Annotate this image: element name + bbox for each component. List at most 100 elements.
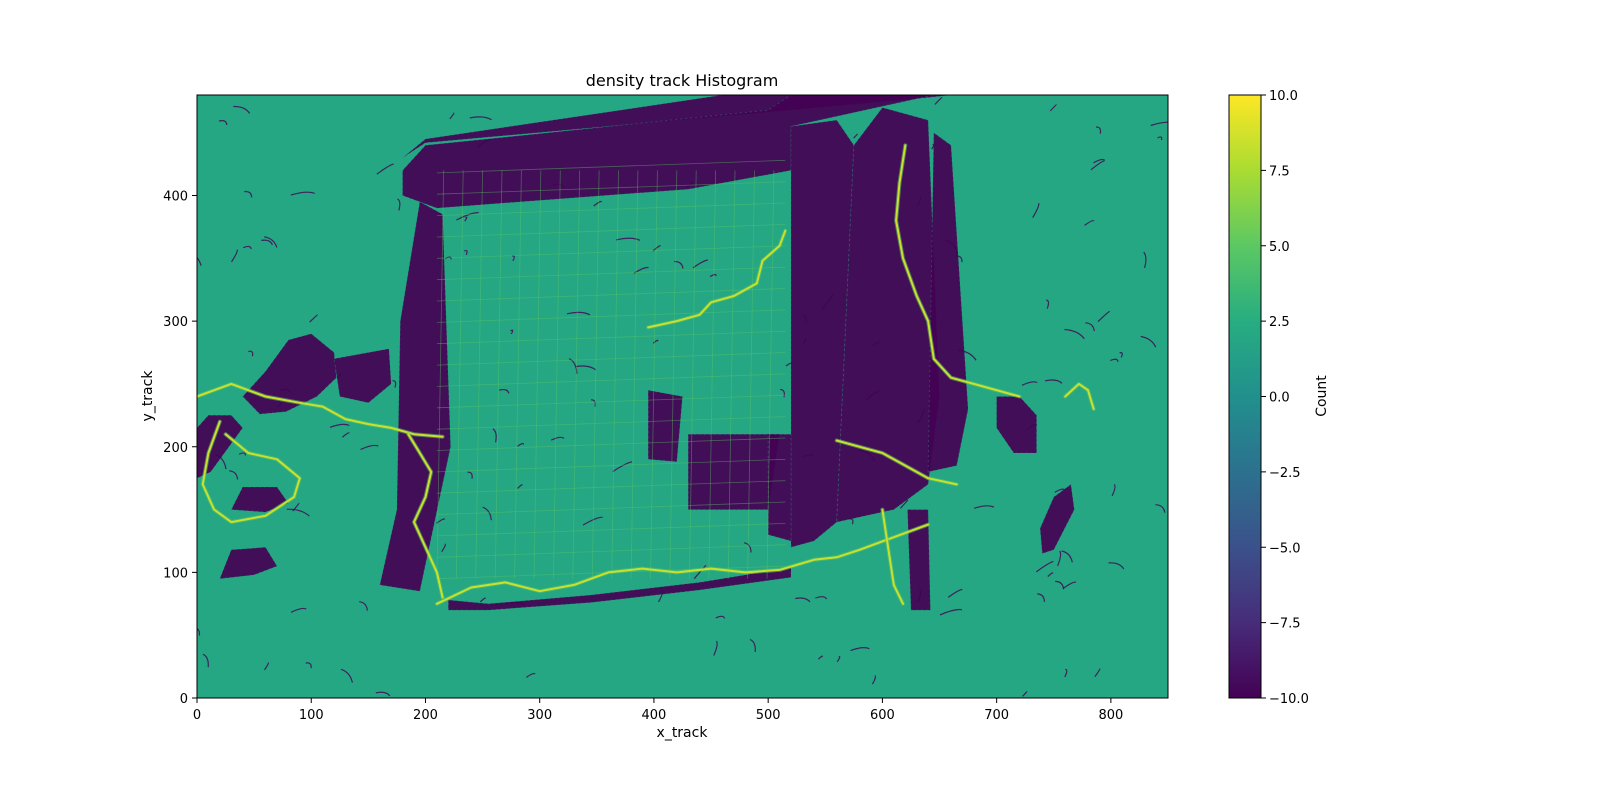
- low-region-edge-bottom-edge: [447, 566, 792, 611]
- high-path-far-right-path: [1064, 382, 1095, 411]
- contour-squiggle: [202, 653, 209, 668]
- low-region-left-small-blob: [231, 487, 289, 513]
- x-axis-ticks: 0 100 200 300 400 500 600 700 800: [193, 698, 1123, 723]
- low-region-edge-left-edge-blob: [197, 414, 244, 479]
- contour-squiggle: [1054, 488, 1066, 493]
- contour-squiggle: [836, 656, 841, 663]
- colorbar-tick-label: 0.0: [1269, 391, 1290, 406]
- contour-squiggle: [292, 502, 300, 512]
- grid-texture-line: [650, 170, 658, 579]
- x-tick-label: 500: [756, 708, 781, 723]
- grid-texture-line: [436, 416, 786, 430]
- contour-squiggle: [1037, 593, 1045, 602]
- high-density-paths: [197, 143, 1096, 606]
- low-density-regions: [197, 95, 1168, 697]
- contour-squiggle: [360, 444, 379, 451]
- contour-squiggle: [917, 588, 922, 603]
- contour-squiggle: [376, 163, 394, 175]
- low-region-edge-left-blob-2: [333, 348, 392, 404]
- contour-squiggle: [1095, 126, 1102, 134]
- contour-squiggle: [850, 647, 870, 652]
- contour-squiggle: [1032, 203, 1040, 219]
- contour-squiggle: [1140, 335, 1157, 348]
- contour-squiggle: [582, 516, 603, 526]
- x-tick-label: 0: [193, 708, 201, 723]
- contour-squiggle: [652, 339, 659, 344]
- colorbar: −10.0 −7.5 −5.0 −2.5 0.0 2.5 5.0 7.5 10.0 Count: [1228, 89, 1330, 707]
- grid-texture-line: [708, 170, 716, 579]
- contour-squiggle: [633, 266, 649, 274]
- contour-squiggle: [441, 543, 446, 553]
- contour-squiggle: [802, 337, 807, 345]
- contour-squiggle: [375, 691, 391, 697]
- contour-squiggle: [464, 216, 468, 222]
- contour-squiggle: [1061, 550, 1073, 563]
- contour-squiggle: [436, 518, 446, 524]
- colorbar-tick-label: −10.0: [1269, 692, 1309, 707]
- contour-squiggle: [713, 640, 718, 656]
- contour-squiggle: [1027, 423, 1038, 430]
- high-path-right-bottom: [881, 508, 904, 605]
- grid-texture-line: [436, 159, 786, 174]
- x-tick-label: 700: [984, 708, 1009, 723]
- low-region-mid-block-2: [688, 434, 780, 510]
- contour-squiggle: [957, 349, 977, 361]
- contour-squiggle: [197, 256, 202, 266]
- contour-squiggle: [340, 668, 353, 683]
- low-region-edge-bottom-left-blob: [219, 546, 278, 580]
- contour-squiggle: [871, 675, 877, 685]
- contour-squiggle: [1062, 581, 1077, 589]
- contour-squiggle: [1035, 560, 1054, 573]
- contour-squiggle: [290, 607, 307, 613]
- low-region-mid-block-3: [768, 434, 791, 541]
- grid-texture-line: [436, 437, 786, 451]
- plot-frame: [196, 94, 1169, 699]
- contour-squiggle: [238, 452, 247, 456]
- contour-squiggle: [715, 615, 726, 619]
- colorbar-label: Count: [1314, 375, 1330, 417]
- high-path-left-loop: [201, 420, 301, 524]
- grid-texture-line: [514, 170, 522, 579]
- low-region-left-wall: [379, 201, 451, 592]
- grid-texture-line: [591, 170, 600, 579]
- contour-squiggle: [1157, 136, 1163, 141]
- low-region-edge-left-blob-1: [242, 333, 337, 415]
- low-region-mid-block-1: [648, 390, 683, 462]
- contour-squiggle: [469, 116, 492, 121]
- contour-squiggle: [517, 442, 525, 447]
- x-tick-label: 800: [1098, 708, 1123, 723]
- contour-squiggle: [899, 499, 909, 509]
- contour-squiggle: [482, 506, 492, 521]
- chart-title: density track Histogram: [586, 71, 779, 90]
- contour-squiggle: [1084, 220, 1095, 226]
- contour-squiggle: [359, 601, 368, 611]
- grid-texture-line: [689, 170, 697, 579]
- contour-squiggle: [815, 596, 828, 600]
- contour-squiggle: [939, 608, 963, 616]
- x-tick-label: 600: [870, 708, 895, 723]
- low-region-right-blob-2: [1040, 484, 1075, 554]
- grid-texture-line: [494, 170, 503, 579]
- contour-squiggle: [229, 470, 239, 480]
- y-tick-label: 400: [163, 190, 188, 205]
- contour-squiggle: [743, 542, 752, 553]
- contour-squiggle: [290, 191, 315, 196]
- contour-squiggle: [553, 183, 565, 189]
- grid-texture-line: [436, 523, 786, 537]
- y-axis-label: y_track: [140, 370, 156, 422]
- contour-squiggle: [1094, 668, 1101, 677]
- colorbar-tick-label: −2.5: [1269, 466, 1301, 481]
- contour-squiggle: [197, 628, 201, 636]
- contour-squiggle: [593, 200, 603, 207]
- x-tick-label: 400: [642, 708, 667, 723]
- contour-squiggle: [498, 388, 510, 394]
- contour-squiggle: [329, 423, 350, 428]
- high-path-mid-right-path: [835, 439, 958, 486]
- contour-squiggle: [1044, 379, 1063, 384]
- contour-squiggle: [1057, 550, 1062, 567]
- low-region-bottom-left-blob: [219, 547, 277, 579]
- contour-squiggle: [749, 638, 756, 653]
- grid-texture-line: [436, 266, 786, 281]
- grid-texture-line: [455, 170, 464, 579]
- contour-squiggle: [801, 314, 807, 323]
